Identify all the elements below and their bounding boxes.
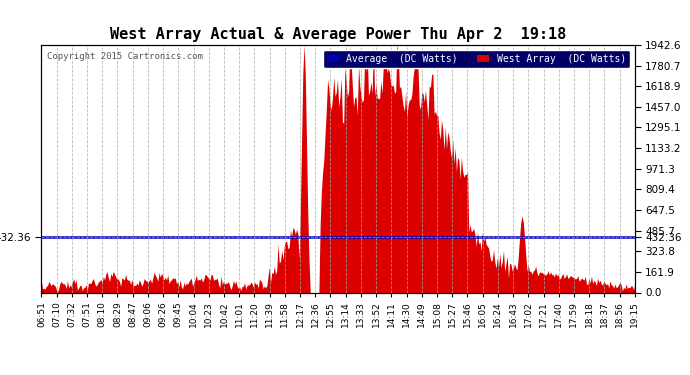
Legend: Average  (DC Watts), West Array  (DC Watts): Average (DC Watts), West Array (DC Watts… — [323, 50, 630, 68]
Text: Copyright 2015 Cartronics.com: Copyright 2015 Cartronics.com — [48, 53, 204, 62]
Title: West Array Actual & Average Power Thu Apr 2  19:18: West Array Actual & Average Power Thu Ap… — [110, 27, 566, 42]
